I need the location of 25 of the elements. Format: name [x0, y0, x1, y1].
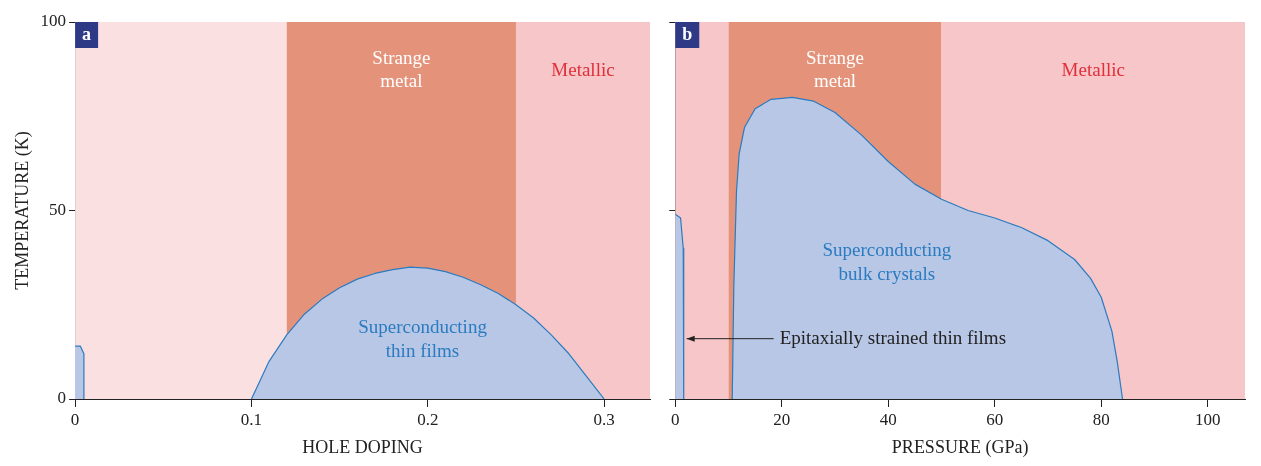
y-tick-label: 100: [40, 11, 67, 31]
chart-title: b: [682, 23, 693, 44]
x-tick-label: 20: [773, 409, 791, 429]
chart-title: a: [82, 23, 92, 44]
x-tick-label: 0.2: [417, 409, 439, 429]
x-tick-label: 0: [671, 409, 680, 429]
annotation: Epitaxially strained thin films: [779, 326, 1007, 348]
x-tick-label: 60: [986, 409, 1004, 429]
band-label: Metallic: [1061, 58, 1125, 80]
y-axis-title: TEMPERATURE (K): [11, 131, 33, 290]
x-tick-label: 100: [1194, 409, 1221, 429]
series-label: Superconducting bulk crystals: [822, 239, 952, 285]
x-tick-label: 0.1: [240, 409, 263, 429]
x-axis-title: HOLE DOPING: [302, 436, 423, 457]
y-tick-label: 50: [49, 199, 67, 219]
band-label: Strange metal: [805, 47, 865, 92]
y-tick-label: 0: [57, 388, 67, 408]
x-tick-label: 0: [70, 409, 80, 429]
band-label: Strange metal: [372, 47, 431, 92]
x-tick-label: 40: [879, 409, 897, 429]
x-tick-label: 80: [1092, 409, 1110, 429]
x-axis-title: PRESSURE (GPa): [891, 436, 1029, 458]
series-label: Superconducting thin films: [358, 315, 488, 361]
x-tick-label: 0.3: [593, 409, 615, 429]
band-label: Metallic: [551, 58, 615, 80]
